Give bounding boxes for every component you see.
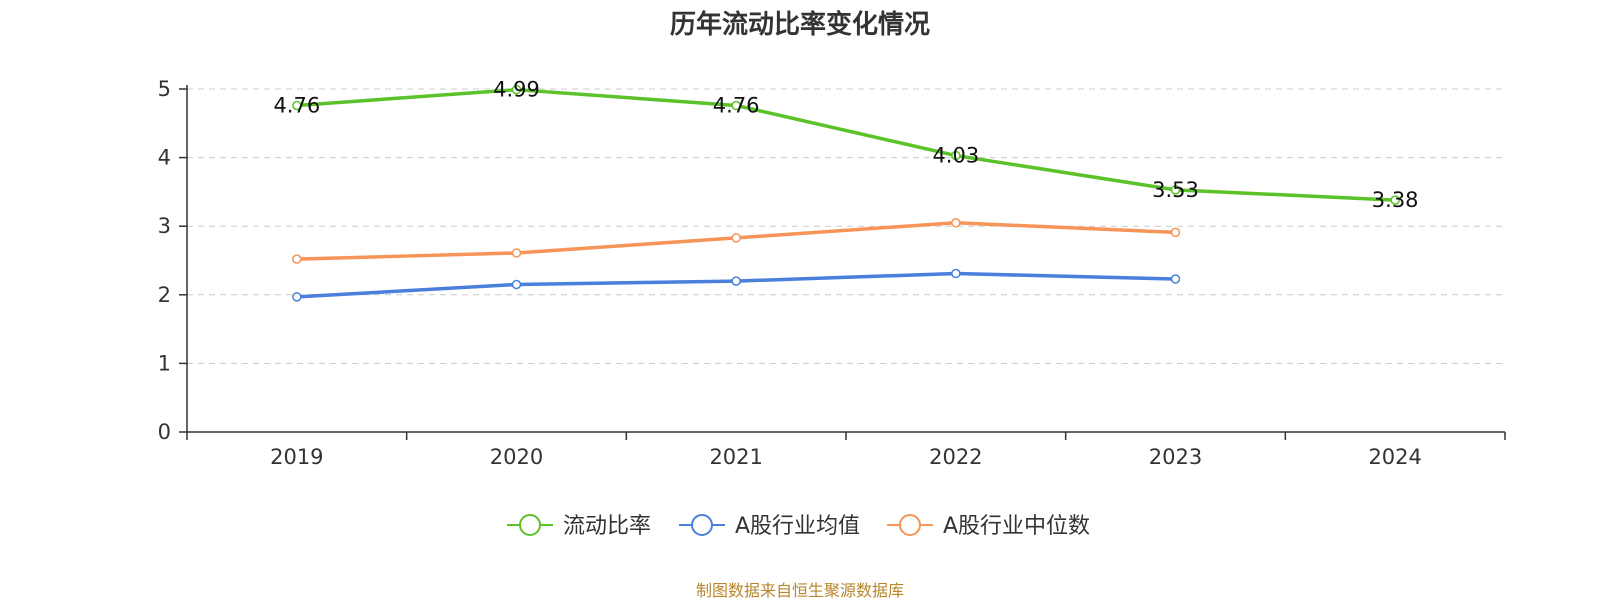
data-point[interactable] [731,233,741,243]
legend[interactable]: 流动比率 A股行业均值 A股行业中位数 [507,514,1090,539]
chart-title: 历年流动比率变化情况 [669,10,930,40]
x-tick-label: 2019 [270,445,323,469]
data-label: 4.99 [493,78,540,102]
series-line [296,87,1396,202]
x-tick-label: 2020 [490,445,543,469]
data-point[interactable] [511,279,522,290]
x-tick-label: 2023 [1149,445,1202,469]
data-point[interactable] [511,84,522,95]
legend-item[interactable]: 流动比率 [507,514,651,539]
data-labels: 4.76 4.99 4.76 4.03 3.53 3.38 [273,78,1418,212]
data-point[interactable] [1170,227,1181,238]
legend-label: A股行业均值 [735,514,860,539]
data-point[interactable] [292,292,302,302]
data-point[interactable] [951,218,961,228]
data-label: 4.76 [273,93,320,117]
series-lines [292,84,1400,302]
data-label: 4.76 [713,93,760,117]
data-point[interactable] [1390,195,1400,205]
y-tick-label: 5 [158,77,171,101]
axes: 0 1 2 3 4 5 2019 2020 2021 2022 2023 2024 [158,77,1506,469]
y-tick-label: 3 [158,214,171,238]
data-label: 3.53 [1152,178,1199,202]
data-point[interactable] [292,254,302,264]
x-tick-label: 2022 [929,445,982,469]
legend-item[interactable]: A股行业均值 [679,514,860,539]
y-tick-label: 1 [158,351,171,375]
data-label: 4.03 [932,144,979,168]
x-tick-label: 2021 [709,445,762,469]
data-label: 3.38 [1372,188,1419,212]
data-point[interactable] [951,150,961,161]
legend-swatch-marker [519,514,541,536]
data-point[interactable] [731,276,741,286]
legend-label: A股行业中位数 [943,514,1090,539]
y-tick-label: 4 [158,146,171,170]
legend-label: 流动比率 [563,514,651,539]
source-note: 制图数据来自恒生聚源数据库 [695,581,904,600]
data-point[interactable] [731,100,741,111]
data-point[interactable] [1170,274,1181,284]
data-point[interactable] [511,248,522,258]
legend-swatch-marker [899,514,921,536]
x-tick-label: 2024 [1368,445,1421,469]
legend-swatch-marker [691,514,713,536]
data-point[interactable] [292,100,302,111]
legend-item[interactable]: A股行业中位数 [887,514,1090,539]
data-point[interactable] [1170,185,1181,195]
data-point[interactable] [951,268,961,279]
y-tick-label: 0 [158,420,171,444]
y-tick-label: 2 [158,283,171,307]
